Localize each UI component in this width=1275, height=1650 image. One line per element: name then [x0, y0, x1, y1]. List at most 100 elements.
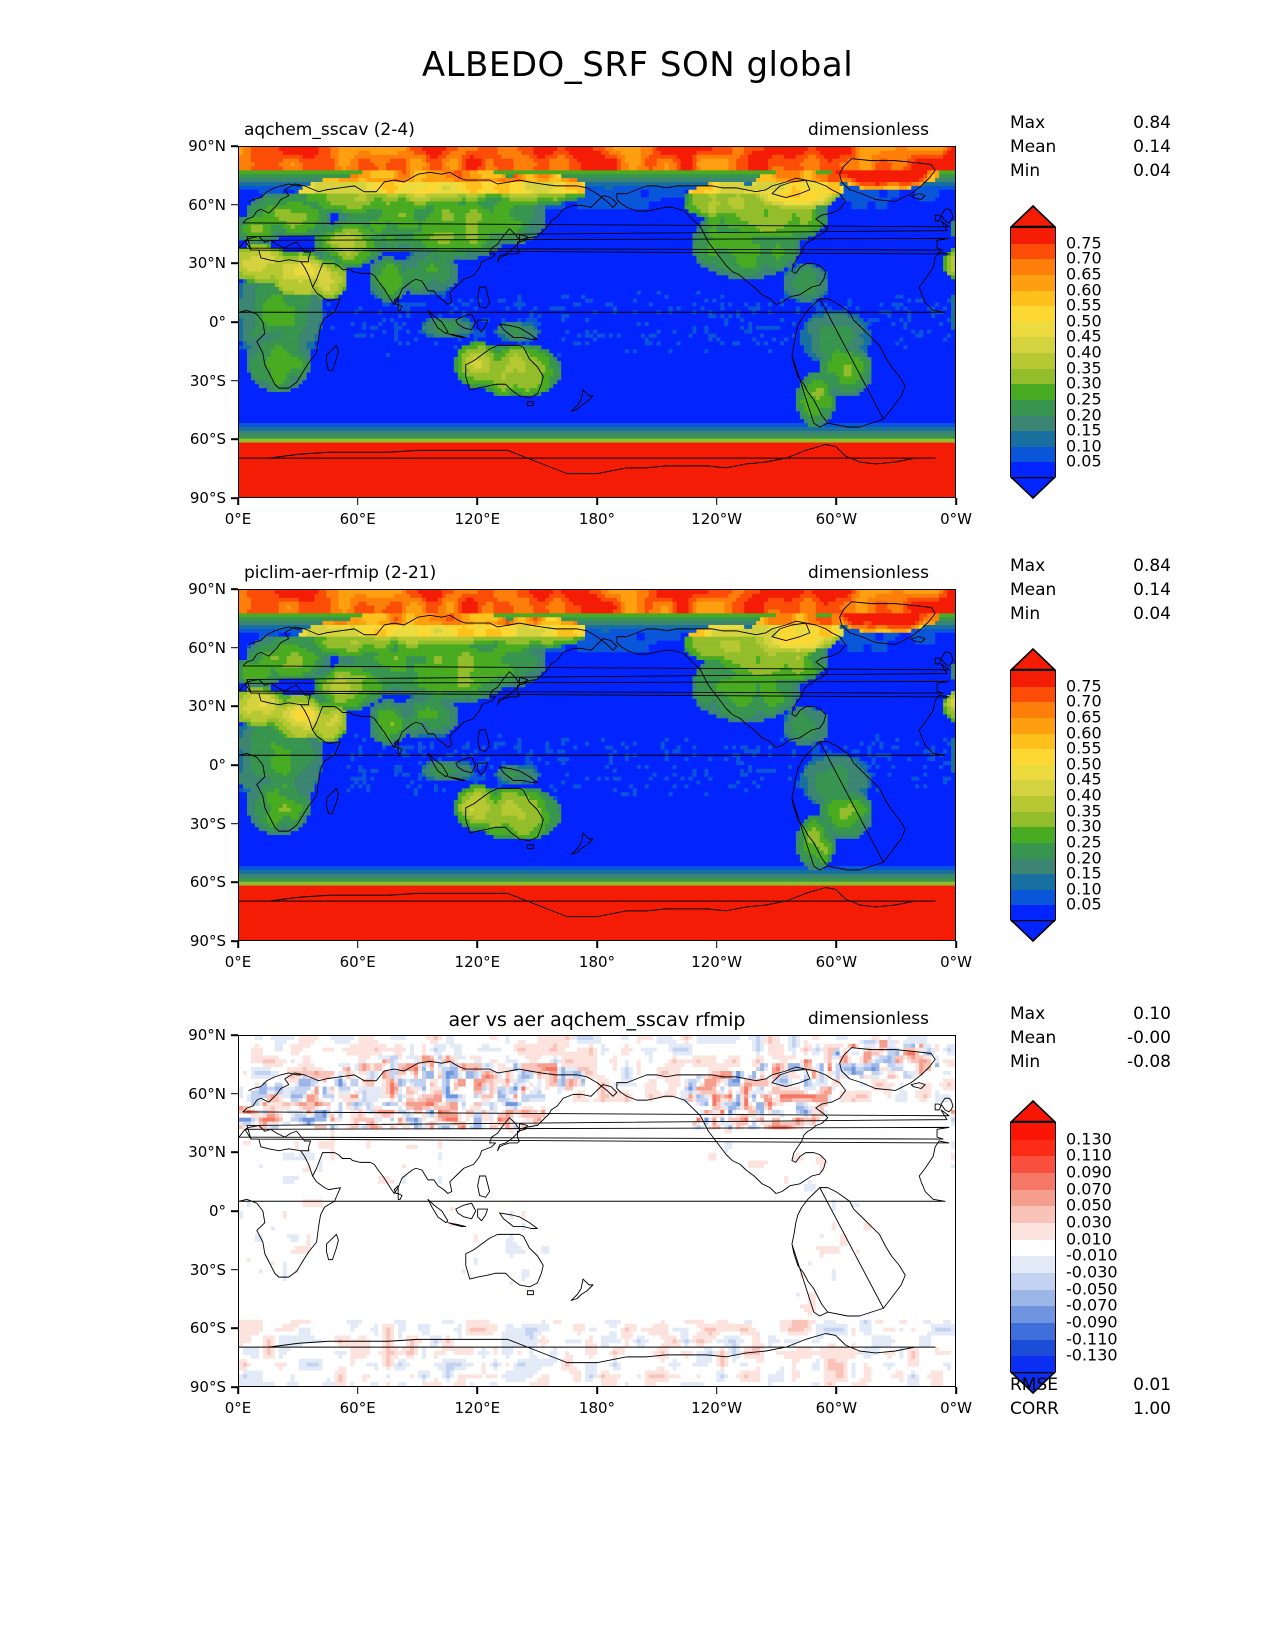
colorbar-segment	[1011, 259, 1055, 276]
colorbar: 0.75 0.70 0.65 0.60 0.55 0.50 0.45 0.40 0.35 0.30…	[1010, 648, 1166, 942]
y-axis-tick-label: 30°S	[189, 371, 226, 390]
x-axis-tick-mark	[356, 1387, 359, 1394]
colorbar-segment	[1011, 431, 1055, 448]
x-axis-tick-label: 0°E	[224, 1399, 252, 1417]
colorbar-tick-label: 0.75	[1066, 233, 1102, 253]
colorbar-segment	[1011, 1156, 1055, 1174]
x-axis-tick-mark	[356, 941, 359, 948]
colorbar-tick-label: 0.50	[1066, 754, 1102, 774]
colorbar-segment	[1011, 1206, 1055, 1224]
y-axis-tick-label: 60°N	[188, 195, 226, 214]
colorbar-tick-label: 0.010	[1066, 1229, 1112, 1249]
colorbar-gradient	[1010, 1122, 1056, 1374]
colorbar-segment	[1011, 827, 1055, 844]
colorbar-segment	[1011, 228, 1055, 245]
colorbar-tick-label: -0.070	[1066, 1295, 1118, 1315]
y-axis-tick-label: 90°S	[189, 932, 226, 950]
y-axis-tick-label: 60°S	[189, 873, 226, 892]
colorbar-bottom-arrow	[1010, 477, 1056, 499]
colorbar-top-arrow	[1010, 648, 1056, 670]
x-axis-tick-mark	[237, 498, 239, 505]
statistic-value: -0.08	[1127, 1052, 1171, 1072]
y-axis-tick-mark	[231, 1268, 238, 1271]
y-axis-tick-label: 90°N	[188, 1026, 226, 1044]
y-axis-tick-mark	[231, 1327, 238, 1330]
map-plot-area[interactable]	[238, 146, 956, 498]
y-axis-tick-label: 60°N	[188, 1084, 226, 1103]
colorbar-tick-label: 0.070	[1066, 1179, 1112, 1199]
colorbar-tick-label: -0.010	[1066, 1245, 1118, 1265]
x-axis-tick-label: 180°	[578, 1399, 616, 1417]
colorbar-tick-label: 0.25	[1066, 389, 1102, 409]
statistic-value: 0.04	[1133, 161, 1171, 181]
y-axis-tick-label: 0°	[208, 1202, 226, 1220]
colorbar-bottom-arrow	[1010, 920, 1056, 942]
x-axis-tick-mark	[715, 498, 718, 505]
statistic-label: Min	[1010, 604, 1041, 624]
x-axis-tick-mark	[476, 1387, 479, 1394]
x-axis-tick-label: 180°	[578, 510, 616, 528]
statistic-value: 0.14	[1133, 580, 1171, 600]
map-plot-area[interactable]	[238, 1035, 956, 1387]
y-axis-tick-label: 0°	[208, 313, 226, 331]
statistic-label: Mean	[1010, 137, 1057, 157]
colorbar-segment	[1011, 1123, 1055, 1141]
colorbar-tick-label: 0.55	[1066, 738, 1102, 758]
colorbar-tick-label: 0.35	[1066, 358, 1102, 378]
colorbar-tick-label: 0.40	[1066, 785, 1102, 805]
colorbar-segment	[1011, 290, 1055, 307]
x-axis-tick-mark	[356, 498, 359, 505]
x-axis-tick-label: 0°E	[224, 953, 252, 971]
y-axis-tick-mark	[231, 588, 238, 590]
x-axis-tick-mark	[596, 1387, 598, 1394]
x-axis-tick-label: 0°W	[940, 953, 972, 971]
colorbar-segment	[1011, 764, 1055, 781]
x-axis-tick-mark	[476, 941, 479, 948]
statistic-label: Max	[1010, 556, 1046, 576]
colorbar-segment	[1011, 306, 1055, 323]
colorbar-tick-label: -0.090	[1066, 1312, 1118, 1332]
colorbar-segment	[1011, 353, 1055, 370]
statistic-value: 0.84	[1133, 556, 1171, 576]
y-axis-tick-mark	[231, 1092, 238, 1095]
colorbar-tick-label: 0.55	[1066, 295, 1102, 315]
colorbar-segment	[1011, 717, 1055, 735]
panel-title: piclim-aer-rfmip (2-21)	[244, 563, 437, 583]
colorbar-segment	[1011, 1273, 1055, 1291]
colorbar-tick-label: 0.25	[1066, 832, 1102, 852]
colorbar-tick-label: 0.05	[1066, 451, 1102, 471]
x-axis-tick-label: 0°W	[940, 1399, 972, 1417]
y-axis-tick-mark	[231, 940, 238, 942]
colorbar-segment	[1011, 1173, 1055, 1191]
statistic-label: Max	[1010, 1004, 1046, 1024]
statistic-label: Max	[1010, 113, 1046, 133]
y-axis-tick-mark	[231, 1034, 238, 1036]
colorbar-tick-label: 0.65	[1066, 707, 1102, 727]
y-axis-tick-mark	[231, 379, 238, 382]
panel-units-label: dimensionless	[808, 120, 929, 140]
x-axis-tick-label: 60°E	[339, 953, 376, 971]
colorbar-tick-label: 0.75	[1066, 676, 1102, 696]
y-axis-tick-mark	[231, 705, 238, 708]
statistic-label: Min	[1010, 1052, 1041, 1072]
colorbar-tick-label: 0.030	[1066, 1212, 1112, 1232]
map-plot-area[interactable]	[238, 589, 956, 941]
colorbar-segment	[1011, 796, 1055, 813]
y-axis-tick-mark	[231, 262, 238, 265]
colorbar-tick-label: 0.60	[1066, 280, 1102, 299]
y-axis-tick-mark	[231, 822, 238, 825]
y-axis-tick-label: 30°N	[188, 254, 226, 273]
x-axis-tick-label: 180°	[578, 953, 616, 971]
colorbar-segment	[1011, 321, 1055, 338]
x-axis-tick-mark	[476, 498, 479, 505]
x-axis-tick-label: 60°E	[339, 510, 376, 528]
x-axis-tick-mark	[955, 498, 957, 505]
colorbar-tick-label: 0.70	[1066, 691, 1102, 711]
statistic-label: RMSE	[1010, 1375, 1059, 1395]
x-axis-tick-label: 120°W	[691, 510, 743, 528]
statistic-value: 1.00	[1133, 1399, 1171, 1419]
x-axis-tick-label: 60°W	[815, 510, 858, 528]
colorbar-segment	[1011, 1189, 1055, 1207]
statistic-value: 0.01	[1133, 1375, 1171, 1395]
x-axis-tick-label: 120°E	[454, 510, 501, 528]
